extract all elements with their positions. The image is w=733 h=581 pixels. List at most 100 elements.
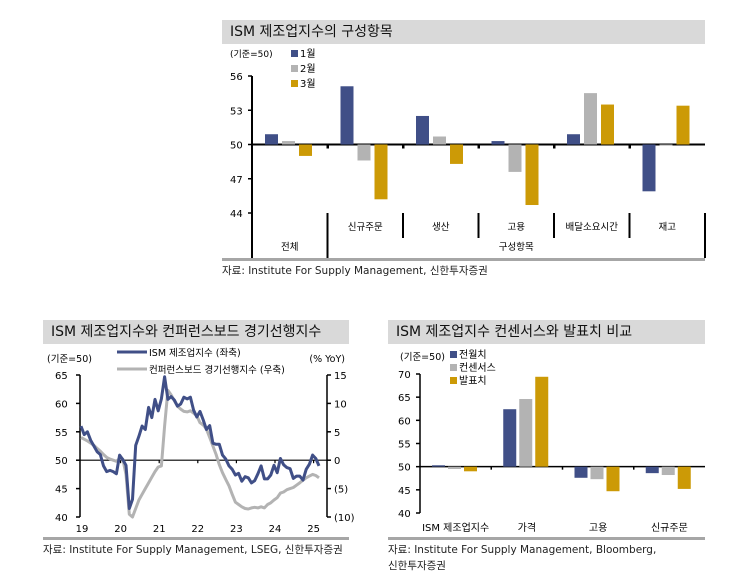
- right-tick-label: (5): [334, 485, 348, 496]
- left-tick-label: 60: [55, 399, 68, 410]
- legend-label: 1월: [300, 48, 316, 60]
- left-tick-label: 45: [55, 485, 68, 496]
- y-tick-label: 65: [398, 393, 411, 404]
- left-tick-label: 40: [55, 513, 68, 524]
- chart1-source: 자료: Institute For Supply Management, 신한투…: [222, 265, 488, 277]
- legend-label: 컨센서스: [459, 362, 496, 374]
- bar-신규주문-전월치: [645, 466, 659, 474]
- y-tick-label: 50: [398, 463, 411, 474]
- bar-배달소요시간-2월: [584, 93, 597, 145]
- chart2-right-unit: (% YoY): [309, 354, 345, 365]
- right-tick-label: (10): [334, 513, 355, 524]
- group-tick: [477, 144, 480, 149]
- x-tick-label: 25: [307, 524, 320, 535]
- legend-label: 발표치: [459, 375, 487, 387]
- bar-신규주문-발표치: [677, 466, 691, 489]
- category-label: ISM 제조업지수: [422, 521, 489, 534]
- category-label: 배달소요시간: [566, 221, 619, 233]
- x-tick-label: 24: [269, 524, 282, 535]
- legend-swatch-1: [450, 351, 457, 358]
- x-tick-label: 19: [76, 524, 89, 535]
- bar-생산-2월: [433, 136, 446, 145]
- right-tick-label: 10: [334, 399, 347, 410]
- bar-재고-3월: [676, 105, 690, 145]
- chart2-left-unit: (기준=50): [47, 354, 92, 365]
- chart3-source-line2: 신한투자증권: [388, 560, 446, 572]
- bar-전체-3월: [299, 144, 312, 156]
- bar-신규주문-1월: [340, 86, 354, 145]
- bar-ISM 제조업지수-컨센서스: [448, 466, 461, 469]
- chart3-unit-label: (기준=50): [400, 352, 445, 363]
- bar-ISM 제조업지수-전월치: [432, 465, 445, 467]
- bar-신규주문-2월: [357, 144, 371, 161]
- right-tick-label: 0: [334, 456, 340, 467]
- chart1-title: ISM 제조업지수의 구성항목: [222, 20, 705, 44]
- category-label: 고용: [508, 222, 526, 233]
- right-tick-label: 5: [334, 428, 340, 439]
- bar-재고-1월: [642, 144, 656, 192]
- bar-신규주문-3월: [374, 144, 388, 200]
- bar-고용-3월: [525, 144, 539, 206]
- category-label: 생산: [432, 222, 450, 233]
- legend-swatch-2: [450, 364, 457, 371]
- right-tick-label: 15: [334, 371, 347, 382]
- legend-label: 컨퍼런스보드 경기선행지수 (우축): [149, 364, 285, 376]
- bar-고용-발표치: [606, 466, 620, 492]
- legend-swatch-3: [450, 377, 457, 384]
- group-tick: [326, 144, 329, 149]
- chart1-unit-label: (기준=50): [230, 49, 273, 60]
- legend-swatch-3: [291, 80, 298, 87]
- group-label-components: 구성항목: [499, 242, 534, 253]
- legend-label: 2월: [300, 63, 316, 75]
- y-tick-label: 40: [398, 509, 411, 520]
- left-tick-label: 50: [55, 456, 68, 467]
- chart2-source: 자료: Institute For Supply Management, LSE…: [43, 544, 343, 556]
- category-label: 신규주문: [348, 222, 383, 233]
- y-tick-label: 53: [230, 106, 243, 117]
- bar-가격-전월치: [503, 409, 517, 467]
- group-tick: [402, 144, 405, 149]
- chart2-bottom-rule: [43, 537, 349, 540]
- y-tick-label: 55: [398, 440, 411, 451]
- bar-생산-3월: [450, 144, 463, 164]
- group-tick: [628, 144, 631, 149]
- bar-전체-1월: [265, 134, 278, 145]
- y-tick-label: 60: [398, 416, 411, 427]
- bar-고용-전월치: [574, 466, 588, 478]
- x-tick-label: 21: [153, 524, 166, 535]
- series-line-ism: [79, 375, 321, 510]
- bar-배달소요시간-1월: [567, 134, 580, 145]
- y-tick-label: 47: [230, 175, 243, 186]
- bar-가격-컨센서스: [519, 399, 533, 467]
- bar-재고-2월: [659, 144, 673, 146]
- bar-고용-컨센서스: [590, 466, 604, 480]
- y-tick-label: 70: [398, 370, 411, 381]
- legend-label: ISM 제조업지수 (좌축): [149, 347, 241, 359]
- bar-ISM 제조업지수-발표치: [464, 466, 477, 472]
- x-tick-label: 22: [191, 524, 204, 535]
- category-label: 재고: [659, 222, 677, 233]
- chart2-title: ISM 제조업지수와 컨퍼런스보드 경기선행지수: [43, 320, 349, 344]
- group-label-total: 전체: [281, 242, 298, 253]
- x-tick-label: 23: [230, 524, 243, 535]
- chart3-title: ISM 제조업지수 컨센서스와 발표치 비교: [388, 320, 705, 344]
- bar-가격-발표치: [535, 376, 549, 467]
- legend-swatch-2: [291, 65, 298, 72]
- group-tick: [553, 144, 556, 149]
- bar-신규주문-컨센서스: [661, 466, 675, 476]
- bar-배달소요시간-3월: [601, 104, 614, 145]
- bar-전체-2월: [282, 141, 295, 145]
- y-tick-label: 44: [230, 209, 243, 220]
- category-label: 가격: [518, 521, 536, 534]
- y-tick-label: 45: [398, 486, 411, 497]
- bar-고용-2월: [508, 144, 522, 172]
- chart3-source-line1: 자료: Institute For Supply Management, Blo…: [388, 544, 657, 556]
- y-tick-label: 50: [230, 141, 243, 152]
- chart1-bottom-rule: [222, 258, 705, 261]
- y-tick-label: 56: [230, 72, 243, 83]
- left-tick-label: 65: [55, 371, 68, 382]
- left-tick-label: 55: [55, 428, 68, 439]
